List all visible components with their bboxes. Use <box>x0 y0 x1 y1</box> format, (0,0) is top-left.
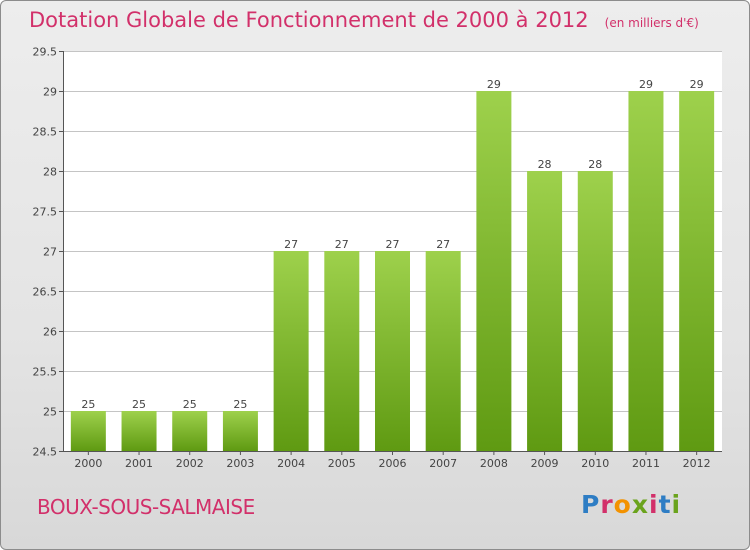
y-tick-label: 27 <box>43 246 57 259</box>
bars <box>70 91 715 451</box>
x-tick-label: 2002 <box>176 457 204 470</box>
bar <box>375 251 410 451</box>
x-tick-label: 2011 <box>632 457 660 470</box>
logo-letter: o <box>613 490 632 519</box>
data-label: 25 <box>233 398 247 411</box>
chart-title: Dotation Globale de Fonctionnement de 20… <box>29 8 699 32</box>
data-label: 25 <box>132 398 146 411</box>
commune-name: BOUX-SOUS-SALMAISE <box>37 495 255 519</box>
x-tick-label: 2009 <box>531 457 559 470</box>
bar <box>273 251 309 451</box>
x-tick-label: 2008 <box>480 457 508 470</box>
data-label: 27 <box>436 238 450 251</box>
bar <box>222 411 258 451</box>
data-label: 29 <box>487 78 501 91</box>
y-tick-label: 27.5 <box>33 206 58 219</box>
y-tick-labels: 24.5 25 25.5 26 26.5 27 27.5 28 28.5 29 29.5 <box>33 46 63 459</box>
data-labels: 25 25 25 25 27 27 27 27 29 28 28 29 29 <box>81 78 703 411</box>
x-tick-label: 2004 <box>277 457 305 470</box>
bar <box>121 411 157 451</box>
bar <box>628 91 664 451</box>
y-tick-label: 26 <box>43 326 57 339</box>
y-tick-label: 28 <box>43 166 57 179</box>
data-label: 27 <box>284 238 298 251</box>
x-tick-label: 2006 <box>379 457 407 470</box>
x-tick-label: 2003 <box>226 457 254 470</box>
bar <box>577 171 613 451</box>
data-label: 27 <box>386 238 400 251</box>
x-tick-label: 2010 <box>581 457 609 470</box>
y-tick-label: 25.5 <box>33 366 58 379</box>
bar <box>425 251 461 451</box>
x-tick-label: 2007 <box>429 457 457 470</box>
logo-letter: i <box>671 490 682 519</box>
bar <box>324 251 360 451</box>
bar <box>679 91 715 451</box>
bar <box>172 411 208 451</box>
proxiti-logo[interactable]: Proxiti <box>581 490 681 519</box>
data-label: 29 <box>690 78 704 91</box>
logo-letter: x <box>631 490 649 519</box>
x-tick-label: 2012 <box>683 457 711 470</box>
bar <box>70 411 106 451</box>
logo-letter: P <box>581 490 601 519</box>
logo-letter: r <box>600 490 614 519</box>
data-label: 28 <box>588 158 602 171</box>
x-tick-label: 2005 <box>328 457 356 470</box>
y-tick-label: 29 <box>43 86 57 99</box>
y-tick-label: 28.5 <box>33 126 58 139</box>
data-label: 25 <box>81 398 95 411</box>
x-tick-label: 2000 <box>74 457 102 470</box>
x-tick-label: 2001 <box>125 457 153 470</box>
logo-letter: t <box>658 490 672 519</box>
y-tick-label: 24.5 <box>33 446 58 459</box>
y-tick-label: 29.5 <box>33 46 58 59</box>
chart-title-text: Dotation Globale de Fonctionnement de 20… <box>29 8 589 32</box>
bar <box>476 91 512 451</box>
chart-subtitle: (en milliers d'€) <box>604 16 699 30</box>
y-tick-label: 25 <box>43 406 57 419</box>
bar <box>527 171 563 451</box>
data-label: 27 <box>335 238 349 251</box>
x-tick-labels: 2000 2001 2002 2003 2004 2005 2006 2007 2008 2009… <box>74 451 711 470</box>
data-label: 25 <box>183 398 197 411</box>
data-label: 29 <box>639 78 653 91</box>
logo-letter: i <box>649 490 659 519</box>
data-label: 28 <box>538 158 552 171</box>
y-tick-label: 26.5 <box>33 286 58 299</box>
